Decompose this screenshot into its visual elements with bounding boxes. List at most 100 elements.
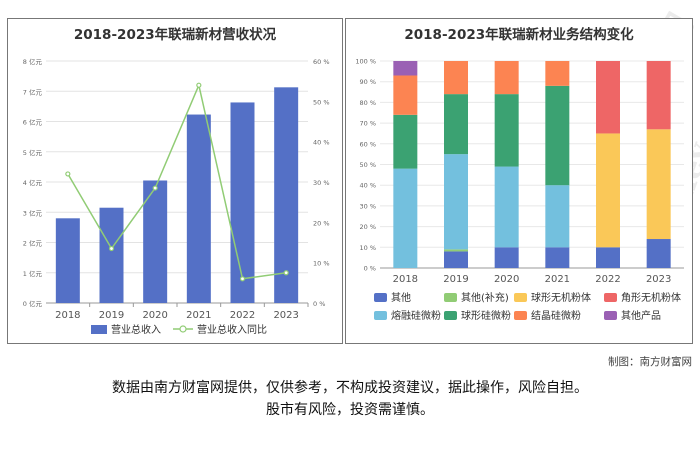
x-tick-label: 2019 <box>443 274 468 285</box>
y-right-tick-label: 40 % <box>313 139 330 147</box>
growth-point <box>283 270 289 276</box>
y-tick-label: 100 % <box>355 58 376 66</box>
stacked-segment <box>545 247 570 268</box>
y-tick-label: 90 % <box>359 78 376 86</box>
stacked-segment <box>393 114 418 169</box>
y-right-tick-label: 10 % <box>313 260 330 268</box>
legend-swatch <box>514 293 527 302</box>
structure-chart-panel: 2018-2023年联瑞新材业务结构变化 0 % 10 % 20 % 30 % 40 %… <box>345 18 693 344</box>
stacked-segment <box>646 61 671 130</box>
y-left-tick-label: 6 亿元 <box>23 118 43 127</box>
stacked-segment <box>494 94 519 167</box>
revenue-chart-title: 2018-2023年联瑞新材营收状况 <box>73 27 277 43</box>
stacked-segment <box>494 166 519 248</box>
y-tick-label: 10 % <box>359 244 376 252</box>
legend-label: 其他产品 <box>621 309 661 322</box>
revenue-bar <box>55 218 80 303</box>
stacked-segment <box>444 94 468 155</box>
y-left-tick-label: 5 亿元 <box>23 148 43 157</box>
x-tick-label: 2019 <box>99 310 124 321</box>
x-tick-label: 2023 <box>646 274 671 285</box>
y-tick-label: 80 % <box>359 99 376 107</box>
y-right-tick-label: 0 % <box>313 300 325 308</box>
legend-label: 其他 <box>391 291 411 304</box>
stacked-segment <box>646 129 671 240</box>
stacked-segment <box>545 61 570 86</box>
y-tick-label: 40 % <box>359 182 376 190</box>
y-tick-label: 50 % <box>359 161 376 169</box>
x-tick-label: 2022 <box>230 310 255 321</box>
growth-point <box>65 171 71 177</box>
revenue-chart-panel: 2018-2023年联瑞新材营收状况 0 亿元 1 亿元 2 亿元 3 亿元 4 亿元 5… <box>7 18 343 344</box>
legend-swatch-revenue <box>91 325 107 334</box>
y-right-tick-label: 20 % <box>313 219 330 227</box>
legend-swatch <box>604 293 617 302</box>
disclaimer-line-2: 股市有风险，投资需谨慎。 <box>266 402 434 418</box>
revenue-bar <box>143 180 168 303</box>
growth-point <box>108 245 115 252</box>
stacked-segment <box>646 239 671 268</box>
y-tick-label: 30 % <box>359 202 376 210</box>
y-left-tick-label: 0 亿元 <box>23 299 43 308</box>
legend-label: 球形无机粉体 <box>531 291 591 304</box>
legend-label: 结晶硅微粉 <box>531 309 581 322</box>
stacked-segment <box>545 85 570 186</box>
stacked-segment <box>444 154 468 250</box>
stacked-segment <box>444 61 468 95</box>
stacked-segment <box>393 61 418 76</box>
y-left-tick-label: 2 亿元 <box>23 239 43 248</box>
stacked-segment <box>444 251 468 268</box>
y-right-tick-label: 50 % <box>313 98 330 106</box>
stacked-segment <box>494 61 519 95</box>
x-tick-label: 2020 <box>142 310 167 321</box>
disclaimer-line-1: 数据由南方财富网提供，仅供参考，不构成投资建议，据此操作，风险自担。 <box>112 380 588 396</box>
structure-chart-title: 2018-2023年联瑞新材业务结构变化 <box>404 27 634 43</box>
x-tick-label: 2018 <box>55 310 80 321</box>
stacked-segment <box>545 185 570 248</box>
x-tick-label: 2022 <box>595 274 620 285</box>
growth-point <box>152 185 158 191</box>
legend-marker-growth <box>179 325 187 333</box>
legend-label-revenue: 营业总收入 <box>111 323 161 336</box>
y-tick-label: 20 % <box>359 223 376 231</box>
y-left-tick-label: 7 亿元 <box>23 87 43 96</box>
legend-label-growth: 营业总收入同比 <box>197 323 267 336</box>
y-left-tick-label: 1 亿元 <box>23 269 43 278</box>
growth-point <box>239 276 246 282</box>
y-right-tick-label: 30 % <box>313 179 330 187</box>
legend-swatch <box>374 293 387 302</box>
growth-line <box>67 82 287 280</box>
revenue-chart: 0 亿元 1 亿元 2 亿元 3 亿元 4 亿元 5 亿元 6 亿元 7 亿元 8 亿元 0 % 1… <box>23 57 330 336</box>
stacked-segment <box>494 247 519 268</box>
y-tick-label: 0 % <box>364 265 376 273</box>
growth-point <box>196 82 202 88</box>
revenue-bar <box>274 87 299 303</box>
y-left-tick-label: 8 亿元 <box>23 57 43 66</box>
revenue-bar <box>230 102 255 303</box>
stacked-segment <box>444 249 468 252</box>
legend-label: 其他(补充) <box>461 291 509 304</box>
x-tick-label: 2020 <box>494 274 519 285</box>
revenue-bar <box>99 207 124 303</box>
stacked-segment <box>393 75 418 115</box>
legend-swatch <box>374 311 387 320</box>
x-tick-label: 2018 <box>393 274 418 285</box>
chart-credit: 制图：南方财富网 <box>608 356 692 368</box>
y-right-tick-label: 60 % <box>313 58 330 66</box>
x-tick-label: 2021 <box>545 274 570 285</box>
stacked-segment <box>596 133 620 248</box>
legend-label: 球形硅微粉 <box>461 309 511 322</box>
legend-swatch <box>604 311 617 320</box>
y-left-tick-label: 4 亿元 <box>23 178 43 187</box>
x-tick-label: 2023 <box>273 310 298 321</box>
revenue-bar <box>186 114 211 303</box>
y-tick-label: 70 % <box>359 120 376 128</box>
stacked-segment <box>596 247 620 268</box>
x-tick-label: 2021 <box>186 310 211 321</box>
y-left-tick-label: 3 亿元 <box>23 208 43 217</box>
stacked-segment <box>596 61 620 134</box>
legend-label: 熔融硅微粉 <box>391 309 441 322</box>
y-tick-label: 60 % <box>359 140 376 148</box>
stacked-segment <box>393 168 418 268</box>
legend-label: 角形无机粉体 <box>621 291 681 304</box>
